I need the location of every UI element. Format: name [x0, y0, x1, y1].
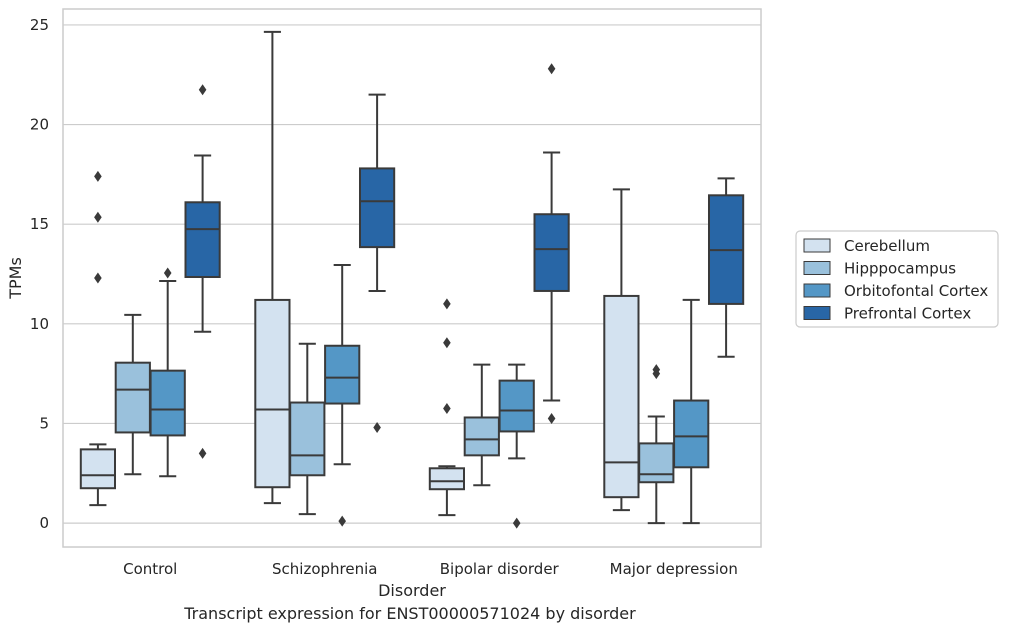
legend-swatch	[803, 306, 831, 320]
legend-box	[795, 230, 999, 328]
legend-swatch	[803, 283, 831, 298]
outlier-point	[547, 63, 556, 75]
box	[603, 294, 640, 499]
outlier-point	[373, 421, 381, 433]
outlier-point	[94, 211, 102, 223]
outlier-point	[547, 412, 556, 424]
box	[289, 401, 326, 477]
outlier-point	[94, 272, 102, 284]
legend-label: Orbitofontal Cortex	[844, 282, 988, 300]
legend-label: Hipppocampus	[844, 260, 956, 278]
x-axis-label: Disorder	[378, 581, 446, 600]
plot-frame	[62, 8, 762, 548]
box	[184, 201, 221, 279]
x-tick-label: Major depression	[610, 560, 738, 578]
box	[114, 361, 151, 434]
y-tick-label: 25	[30, 16, 49, 34]
outlier-point	[443, 298, 451, 310]
y-tick-label: 0	[39, 514, 49, 532]
y-tick-label: 5	[39, 414, 49, 432]
box	[358, 167, 396, 249]
outlier-point	[163, 267, 172, 279]
legend-swatch	[803, 261, 831, 275]
box	[79, 448, 117, 490]
box	[533, 213, 570, 292]
x-tick-label: Bipolar disorder	[440, 560, 560, 578]
outlier-point	[443, 337, 451, 349]
box	[498, 379, 535, 433]
outlier-point	[94, 170, 102, 182]
x-tick-label: Control	[123, 560, 177, 578]
y-tick-label: 15	[30, 215, 49, 233]
y-axis-label: TPMs	[6, 257, 25, 300]
outlier-point	[338, 515, 346, 527]
legend-label: Cerebellum	[844, 237, 930, 255]
x-tick-label: Schizophrenia	[272, 560, 377, 578]
outlier-point	[443, 403, 451, 415]
box	[638, 442, 675, 484]
box	[428, 467, 466, 491]
chart-caption: Transcript expression for ENST0000057102…	[184, 604, 636, 623]
legend-label: Prefrontal Cortex	[844, 305, 971, 323]
legend-swatch	[803, 238, 831, 253]
outlier-point	[512, 517, 521, 529]
box	[463, 416, 500, 457]
box	[254, 298, 291, 489]
y-tick-label: 20	[30, 116, 49, 134]
outlier-point	[652, 364, 661, 376]
box	[673, 399, 710, 469]
outlier-point	[198, 447, 207, 459]
y-tick-label: 10	[30, 315, 49, 333]
outlier-point	[198, 84, 207, 96]
box	[324, 344, 361, 405]
box	[149, 369, 186, 437]
